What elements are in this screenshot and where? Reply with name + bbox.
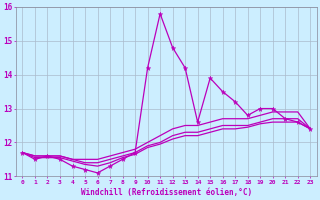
X-axis label: Windchill (Refroidissement éolien,°C): Windchill (Refroidissement éolien,°C) xyxy=(81,188,252,197)
